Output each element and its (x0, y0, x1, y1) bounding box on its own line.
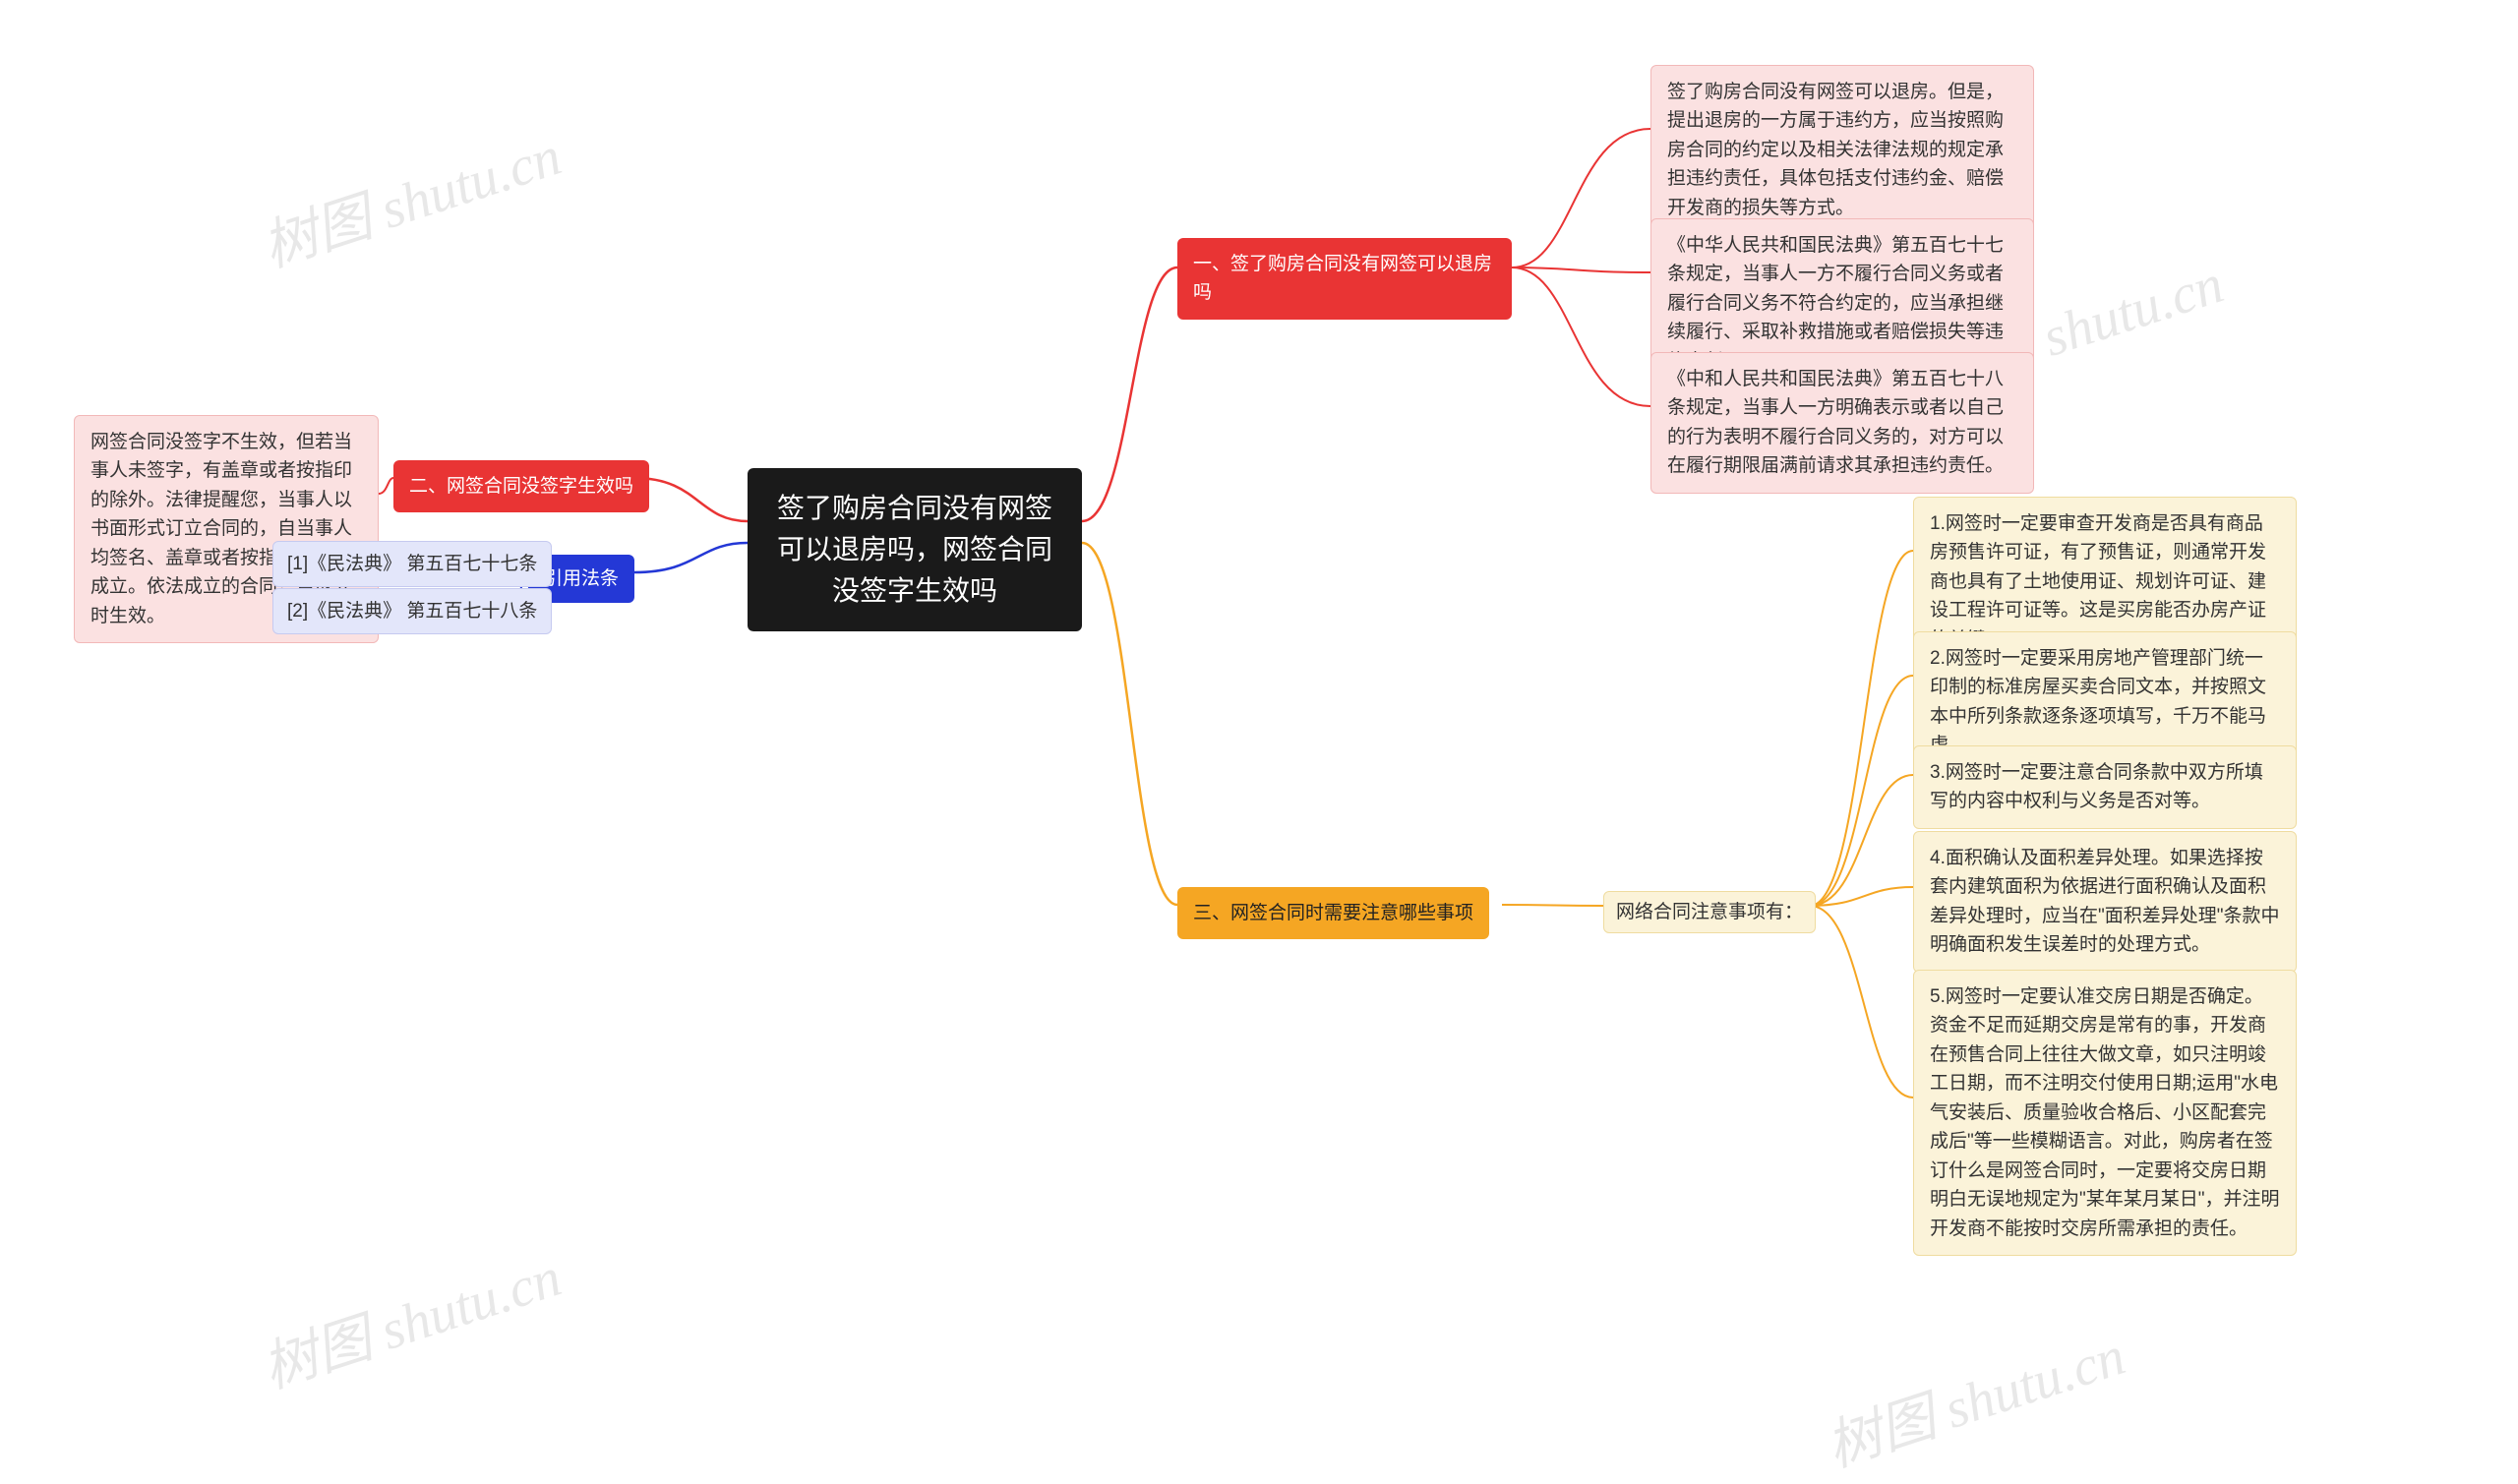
watermark: 树图 shutu.cn (251, 1232, 570, 1403)
watermark: 树图 shutu.cn (1815, 1311, 2133, 1482)
section-3-sub: 网络合同注意事项有： (1603, 891, 1816, 933)
law-ref-1: [1]《民法典》 第五百七十七条 (272, 541, 552, 587)
center-node: 签了购房合同没有网签可以退房吗，网签合同没签字生效吗 (748, 468, 1082, 631)
section-2: 二、网签合同没签字生效吗 (393, 460, 649, 512)
section-1-leaf-c: 《中和人民共和国民法典》第五百七十八条规定，当事人一方明确表示或者以自己的行为表… (1650, 352, 2034, 494)
law-ref-2: [2]《民法典》 第五百七十八条 (272, 588, 552, 634)
section-3-leaf-4: 4.面积确认及面积差异处理。如果选择按套内建筑面积为依据进行面积确认及面积差异处… (1913, 831, 2297, 973)
section-1: 一、签了购房合同没有网签可以退房吗 (1177, 238, 1512, 320)
section-1-leaf-a: 签了购房合同没有网签可以退房。但是，提出退房的一方属于违约方，应当按照购房合同的… (1650, 65, 2034, 235)
section-3-leaf-3: 3.网签时一定要注意合同条款中双方所填写的内容中权利与义务是否对等。 (1913, 745, 2297, 829)
section-3-leaf-5: 5.网签时一定要认准交房日期是否确定。资金不足而延期交房是常有的事，开发商在预售… (1913, 970, 2297, 1256)
section-3: 三、网签合同时需要注意哪些事项 (1177, 887, 1489, 939)
watermark: 树图 shutu.cn (251, 111, 570, 282)
